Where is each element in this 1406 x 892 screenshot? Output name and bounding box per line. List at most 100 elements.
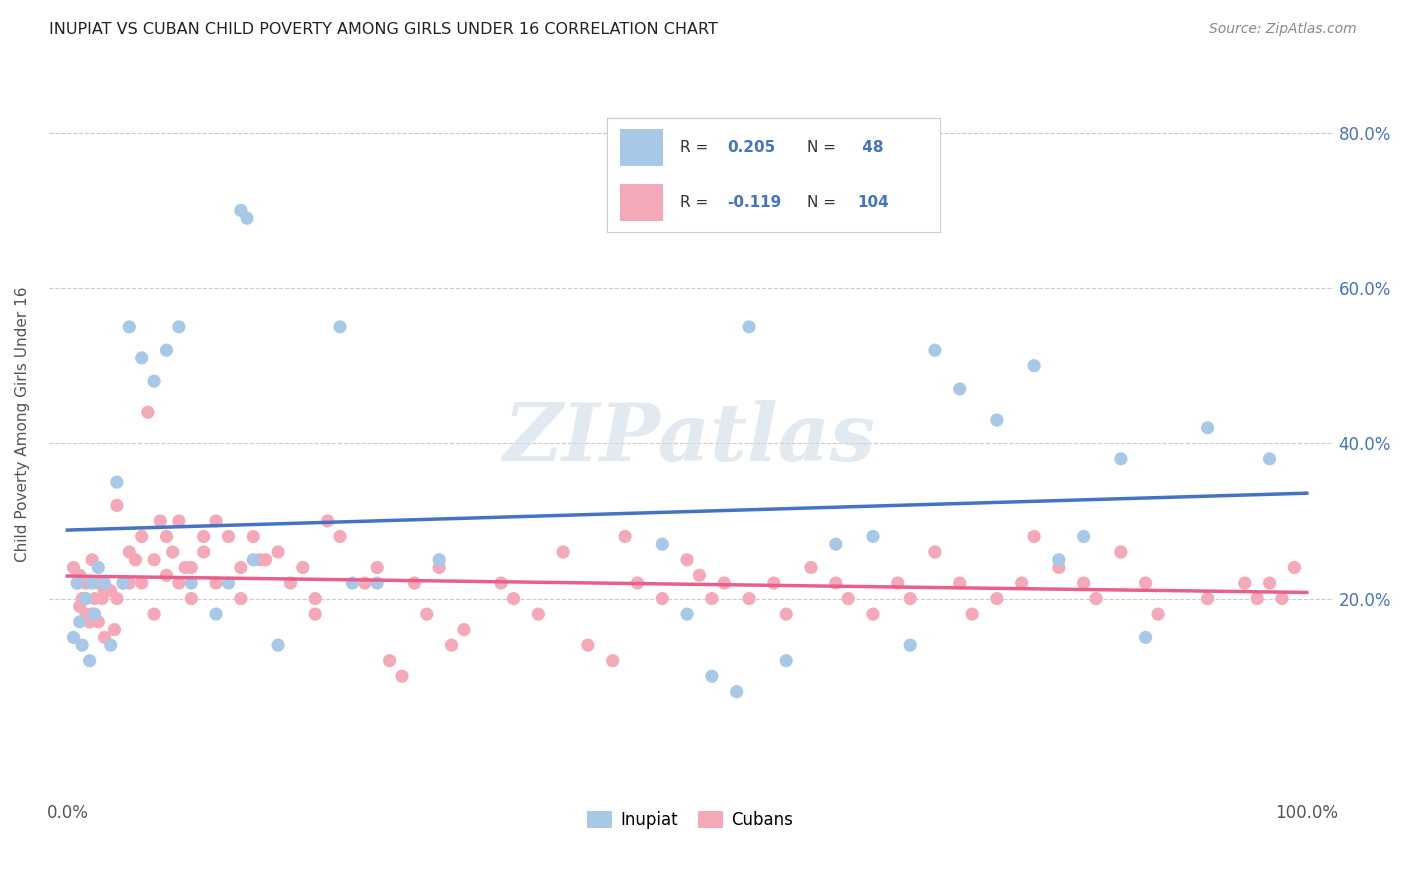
Point	[167, 319, 190, 334]
Point	[180, 560, 202, 574]
Point	[1073, 576, 1095, 591]
Point	[66, 576, 89, 591]
Point	[87, 576, 110, 591]
Point	[1135, 576, 1157, 591]
Point	[83, 607, 105, 621]
Point	[105, 591, 128, 606]
Point	[143, 607, 166, 621]
Point	[162, 545, 184, 559]
Point	[131, 351, 153, 365]
Point	[342, 576, 364, 591]
Point	[174, 560, 197, 574]
Point	[527, 607, 550, 621]
Point	[1197, 591, 1219, 606]
Point	[83, 591, 105, 606]
Point	[366, 560, 388, 574]
Point	[1085, 591, 1108, 606]
Point	[1258, 451, 1281, 466]
Point	[1022, 359, 1045, 373]
Point	[949, 382, 972, 396]
Text: Source: ZipAtlas.com: Source: ZipAtlas.com	[1209, 22, 1357, 37]
Point	[725, 684, 748, 698]
Point	[205, 607, 228, 621]
Point	[87, 615, 110, 629]
Point	[100, 638, 122, 652]
Point	[70, 638, 93, 652]
Point	[180, 591, 202, 606]
Point	[378, 654, 401, 668]
Point	[131, 576, 153, 591]
Point	[155, 529, 177, 543]
Point	[404, 576, 426, 591]
Point	[70, 591, 93, 606]
Point	[136, 405, 159, 419]
Point	[1073, 529, 1095, 543]
Point	[143, 374, 166, 388]
Point	[103, 623, 125, 637]
Point	[651, 537, 673, 551]
Point	[1233, 576, 1256, 591]
Point	[614, 529, 637, 543]
Point	[489, 576, 512, 591]
Point	[329, 319, 352, 334]
Point	[82, 576, 104, 591]
Point	[1047, 553, 1070, 567]
Point	[676, 607, 699, 621]
Point	[824, 576, 846, 591]
Point	[75, 607, 97, 621]
Point	[180, 576, 202, 591]
Point	[924, 343, 946, 358]
Point	[800, 560, 823, 574]
Point	[93, 631, 115, 645]
Point	[249, 553, 271, 567]
Point	[66, 576, 89, 591]
Point	[82, 553, 104, 567]
Point	[986, 591, 1008, 606]
Point	[236, 211, 259, 226]
Point	[837, 591, 859, 606]
Point	[651, 591, 673, 606]
Point	[93, 583, 115, 598]
Point	[124, 553, 146, 567]
Point	[105, 499, 128, 513]
Point	[676, 553, 699, 567]
Point	[898, 591, 921, 606]
Point	[118, 576, 141, 591]
Point	[700, 669, 723, 683]
Point	[1271, 591, 1294, 606]
Point	[960, 607, 983, 621]
Point	[193, 529, 215, 543]
Point	[229, 203, 252, 218]
Point	[1109, 545, 1132, 559]
Point	[87, 560, 110, 574]
Point	[700, 591, 723, 606]
Point	[1246, 591, 1268, 606]
Point	[427, 560, 450, 574]
Point	[205, 576, 228, 591]
Point	[79, 615, 101, 629]
Point	[254, 553, 277, 567]
Point	[118, 545, 141, 559]
Point	[79, 654, 101, 668]
Point	[775, 607, 797, 621]
Point	[949, 576, 972, 591]
Point	[155, 568, 177, 582]
Point	[75, 576, 97, 591]
Point	[427, 553, 450, 567]
Point	[1047, 560, 1070, 574]
Point	[131, 529, 153, 543]
Point	[91, 591, 114, 606]
Point	[688, 568, 710, 582]
Point	[824, 537, 846, 551]
Point	[713, 576, 735, 591]
Point	[75, 591, 97, 606]
Point	[242, 529, 264, 543]
Point	[291, 560, 314, 574]
Point	[924, 545, 946, 559]
Point	[304, 591, 326, 606]
Point	[304, 607, 326, 621]
Point	[155, 343, 177, 358]
Point	[217, 576, 239, 591]
Point	[353, 576, 375, 591]
Point	[112, 576, 135, 591]
